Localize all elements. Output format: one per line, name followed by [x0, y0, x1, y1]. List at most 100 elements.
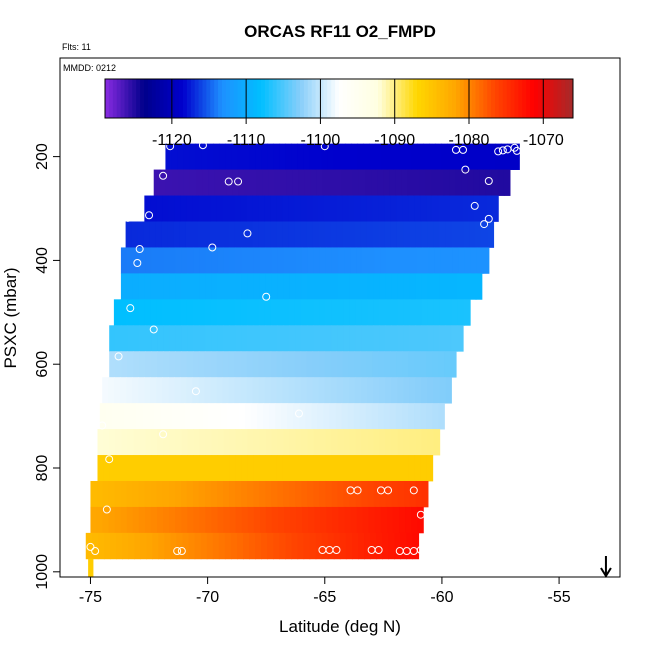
band-cell: [218, 532, 226, 560]
band-cell: [432, 195, 439, 222]
band-cell: [348, 377, 356, 404]
band-cell: [386, 247, 393, 274]
band-cell: [163, 273, 170, 300]
band-cell: [170, 532, 178, 560]
colorbar-swatch: [261, 79, 266, 118]
band-cell: [199, 247, 206, 274]
band-cell: [175, 455, 182, 482]
data-point: [126, 304, 135, 313]
band-cell: [415, 299, 423, 326]
band-cell: [174, 351, 182, 378]
band-cell: [151, 247, 158, 274]
band-cell: [187, 273, 194, 300]
band-cell: [169, 273, 176, 300]
band-cell: [307, 325, 314, 352]
band-cell: [157, 351, 164, 378]
band-cell: [467, 169, 475, 196]
band-cell: [384, 195, 391, 222]
band-cell: [319, 247, 327, 274]
band-cell: [322, 169, 330, 196]
band-cell: [277, 273, 284, 300]
band-cell: [343, 429, 351, 456]
band-cell: [243, 143, 250, 170]
band-cell: [127, 429, 135, 456]
data-point: [191, 387, 200, 396]
band-cell: [354, 351, 361, 378]
band-cell: [294, 195, 301, 222]
band-cell: [330, 221, 338, 248]
band-cell: [169, 506, 176, 534]
band-cell: [373, 325, 380, 352]
colorbar-swatch: [393, 79, 398, 118]
band-cell: [179, 221, 187, 248]
band-cell: [194, 532, 202, 560]
band-cell: [401, 403, 409, 430]
band-3: [125, 221, 495, 248]
band-cell: [331, 247, 339, 274]
band-cell: [217, 429, 225, 456]
band-cell: [307, 429, 315, 456]
band-cell: [282, 455, 290, 482]
band-cell: [392, 506, 400, 534]
band-cell: [463, 221, 470, 248]
colorbar-swatch: [206, 79, 211, 118]
band-cell: [414, 195, 421, 222]
band-cell: [156, 195, 163, 222]
colorbar-swatch: [288, 79, 293, 118]
colorbar-swatch: [463, 79, 469, 118]
colorbar-swatch: [479, 79, 484, 118]
band-cell: [307, 299, 314, 326]
colorbar-swatch: [136, 79, 141, 118]
band-cell: [368, 247, 375, 274]
band-cell: [180, 377, 188, 404]
band-cell: [127, 455, 134, 482]
band-cell: [318, 221, 326, 248]
band-cell: [377, 169, 384, 196]
data-point: [461, 165, 470, 174]
band-cell: [150, 480, 158, 508]
band-cell: [191, 221, 199, 248]
band-cell: [163, 429, 171, 456]
band-cell: [153, 169, 161, 196]
band-cell: [340, 169, 348, 196]
band-cell: [337, 480, 345, 508]
band-cell: [407, 169, 414, 196]
band-cell: [384, 221, 392, 248]
band-cell: [109, 325, 116, 352]
band-cell: [265, 480, 272, 508]
band-cell: [199, 506, 206, 534]
band-cell: [338, 247, 345, 274]
band-cell: [252, 351, 260, 378]
band-cell: [313, 299, 320, 326]
wind-arrow: [600, 556, 612, 578]
band-cell: [193, 325, 200, 352]
band-cell: [359, 403, 367, 430]
band-cell: [271, 273, 278, 300]
band-cell: [427, 299, 435, 326]
band-cell: [187, 455, 194, 482]
band-cell: [131, 221, 139, 248]
band-cell: [193, 506, 200, 534]
band-cell: [435, 143, 442, 170]
band-cell: [235, 480, 242, 508]
band-cell: [145, 455, 152, 482]
data-point: [353, 486, 362, 495]
colorbar-swatch: [155, 79, 161, 118]
band-cell: [175, 325, 182, 352]
colorbar-swatch: [459, 79, 465, 118]
band-cell: [195, 169, 203, 196]
colorbar-swatch: [229, 79, 235, 118]
band-cell: [328, 169, 336, 196]
band-cell: [259, 273, 266, 300]
colorbar-swatch: [307, 79, 313, 118]
band-cell: [193, 273, 200, 300]
band-cell: [220, 403, 228, 430]
band-cell: [471, 143, 478, 170]
band-7: [109, 325, 464, 352]
band-cell: [313, 273, 320, 300]
band-cell: [305, 403, 312, 430]
band-cell: [364, 532, 371, 560]
band-cell: [354, 455, 362, 482]
data-point: [416, 510, 425, 519]
band-cell: [373, 273, 381, 300]
